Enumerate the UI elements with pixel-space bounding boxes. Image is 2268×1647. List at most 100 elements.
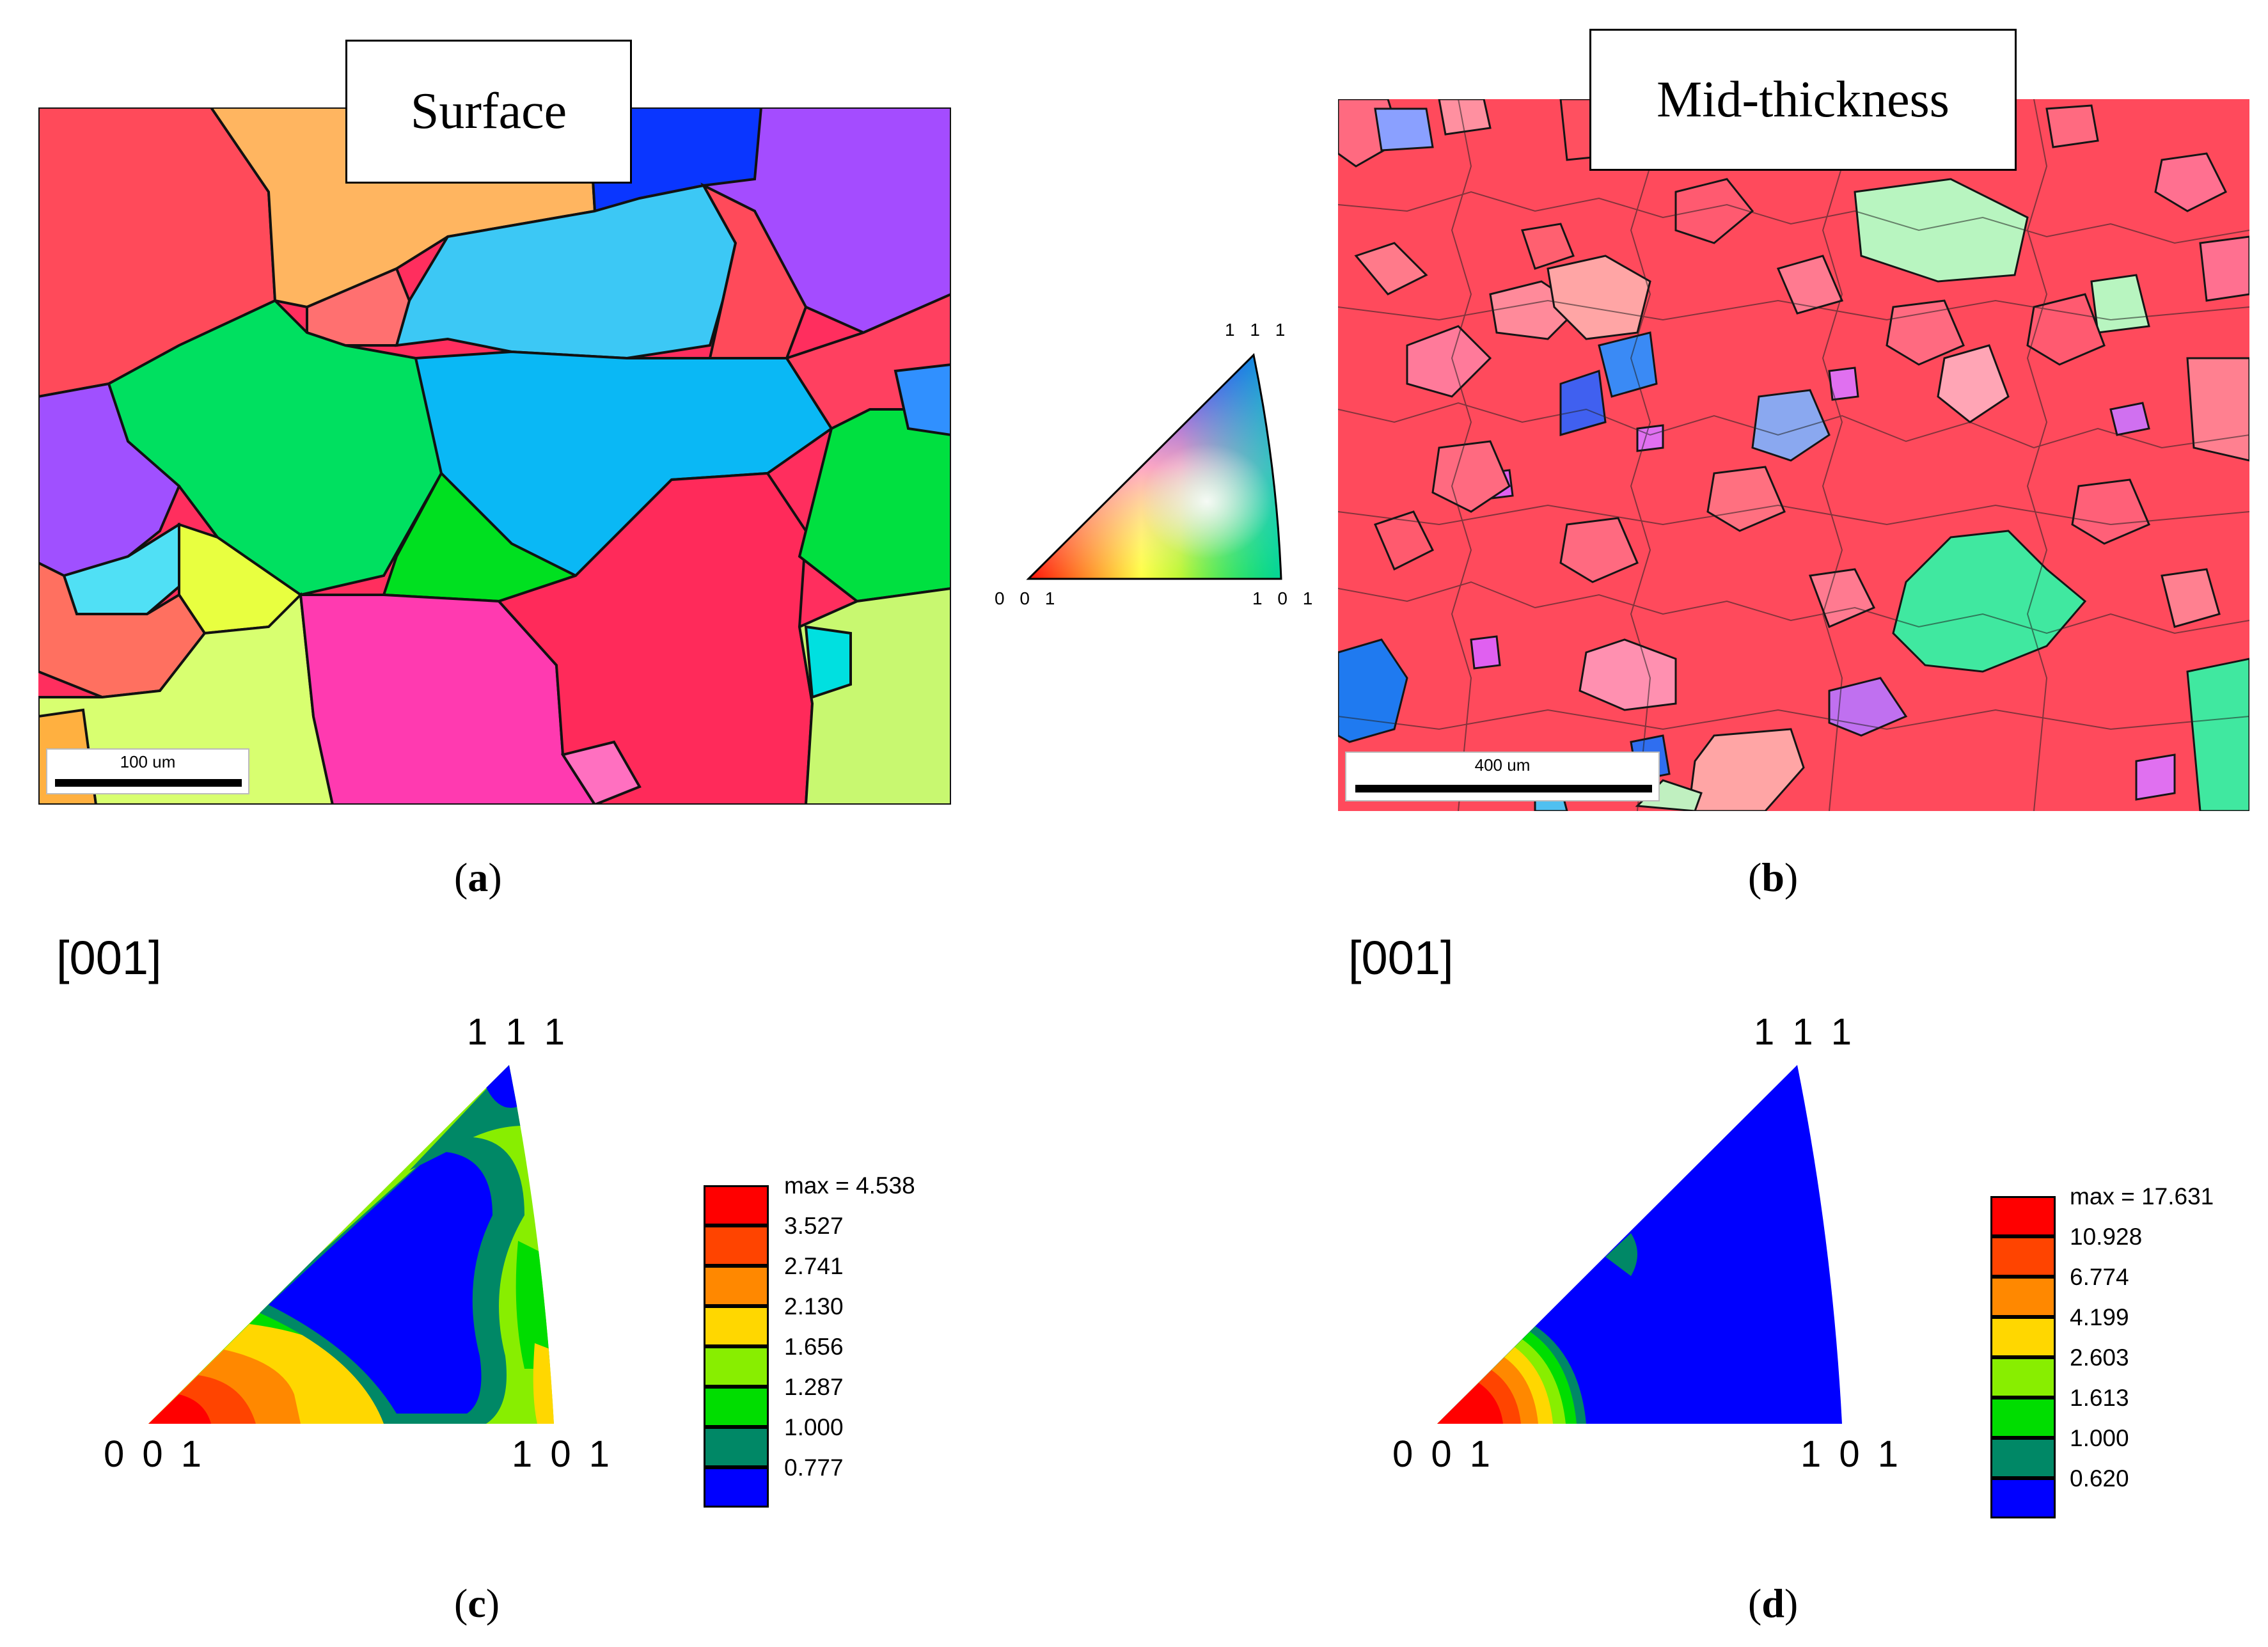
legend-swatch bbox=[704, 1387, 769, 1427]
surface-orientation-map bbox=[38, 107, 951, 805]
grain bbox=[1579, 638, 1677, 711]
grain bbox=[2026, 293, 2106, 366]
grain bbox=[1776, 255, 1844, 315]
ipf-d-label-111: 1 1 1 bbox=[1754, 1011, 1855, 1053]
legend-value: 3.527 bbox=[784, 1213, 844, 1239]
grain bbox=[1431, 440, 1511, 513]
grain bbox=[1751, 389, 1831, 462]
panel-label-a: (a) bbox=[454, 855, 502, 900]
legend-swatch bbox=[704, 1306, 769, 1346]
grain bbox=[1706, 466, 1786, 532]
grain bbox=[1674, 178, 1754, 244]
ipf-contour-c bbox=[148, 1065, 554, 1424]
grain bbox=[1406, 325, 1492, 398]
legend-value: 6.774 bbox=[2070, 1264, 2129, 1290]
grain bbox=[1374, 107, 1434, 152]
legend-swatch bbox=[1990, 1196, 2056, 1236]
grain bbox=[1687, 728, 1805, 811]
surface-title-box: Surface bbox=[345, 40, 632, 184]
grain bbox=[2045, 104, 2099, 148]
grain bbox=[2199, 235, 2249, 302]
direction-label-c: [001] bbox=[56, 931, 162, 984]
ipf-c-label-111: 1 1 1 bbox=[467, 1011, 569, 1053]
ipf-d-label-001: 0 0 1 bbox=[1392, 1433, 1494, 1475]
legend-value: 2.741 bbox=[784, 1253, 844, 1279]
legend-value: 0.620 bbox=[2070, 1465, 2129, 1492]
grain bbox=[1892, 530, 2087, 673]
grain bbox=[1521, 223, 1575, 270]
legend-swatch bbox=[704, 1467, 769, 1508]
legend-swatch bbox=[1990, 1357, 2056, 1398]
grain bbox=[1808, 568, 1876, 628]
legend-swatch bbox=[1990, 1236, 2056, 1277]
grain bbox=[2161, 568, 2221, 628]
legend-value: 10.928 bbox=[2070, 1224, 2143, 1250]
grain bbox=[1937, 344, 2010, 423]
legend-value: max = 4.538 bbox=[784, 1172, 915, 1199]
grain bbox=[1828, 366, 1859, 401]
key-label-001: 0 0 1 bbox=[995, 588, 1060, 608]
key-label-101: 1 0 1 bbox=[1252, 588, 1318, 608]
scale-bar-a-label: 100 um bbox=[120, 752, 176, 771]
grain bbox=[2109, 402, 2150, 436]
legend-value: 0.777 bbox=[784, 1454, 844, 1481]
legend-swatch bbox=[1990, 1317, 2056, 1357]
scale-bar-b-label: 400 um bbox=[1474, 755, 1531, 775]
grain bbox=[1854, 178, 2029, 283]
grain bbox=[1559, 517, 1639, 583]
scale-bar-b: 400 um bbox=[1345, 752, 1660, 801]
ipf-d-label-101: 1 0 1 bbox=[1800, 1433, 1902, 1475]
mid-thickness-orientation-map bbox=[1338, 99, 2249, 811]
grain bbox=[1373, 510, 1435, 571]
grain bbox=[2186, 658, 2249, 811]
legend-value: 1.656 bbox=[784, 1334, 844, 1360]
surface-title: Surface bbox=[410, 83, 567, 139]
legend-value: 1.613 bbox=[2070, 1385, 2129, 1411]
legend-value: 4.199 bbox=[2070, 1304, 2129, 1330]
key-label-111: 1 1 1 bbox=[1225, 320, 1291, 340]
legend-swatch bbox=[1990, 1478, 2056, 1518]
mid-thickness-title: Mid-thickness bbox=[1657, 71, 1949, 128]
grain bbox=[804, 625, 852, 699]
legend-value: max = 17.631 bbox=[2070, 1183, 2214, 1210]
grain bbox=[1338, 638, 1408, 743]
legend-swatch bbox=[1990, 1277, 2056, 1317]
panel-label-d: (d) bbox=[1748, 1580, 1799, 1626]
legend-value: 2.603 bbox=[2070, 1344, 2129, 1371]
legend-swatch bbox=[704, 1185, 769, 1225]
legend-swatch bbox=[704, 1427, 769, 1467]
grain bbox=[894, 363, 951, 437]
grain bbox=[1470, 635, 1501, 670]
ipf-color-key bbox=[1026, 352, 1282, 580]
grain bbox=[1354, 242, 1428, 296]
grain bbox=[2186, 357, 2249, 462]
panel-label-b: (b) bbox=[1748, 855, 1799, 900]
mid-thickness-title-box: Mid-thickness bbox=[1589, 29, 2017, 171]
legend-swatch bbox=[1990, 1398, 2056, 1438]
grain bbox=[798, 587, 951, 805]
grain bbox=[560, 740, 642, 805]
direction-label-d: [001] bbox=[1348, 931, 1454, 984]
grain bbox=[1438, 99, 1492, 136]
ipf-contour-d bbox=[1437, 1065, 1842, 1424]
grain bbox=[2135, 753, 2176, 801]
legend-swatch bbox=[1990, 1438, 2056, 1478]
scale-bar-a: 100 um bbox=[46, 748, 249, 794]
legend-swatch bbox=[704, 1266, 769, 1306]
grain bbox=[1547, 255, 1651, 340]
grain bbox=[2154, 152, 2228, 212]
grain bbox=[1559, 369, 1607, 436]
legend-value: 1.000 bbox=[2070, 1425, 2129, 1451]
grain bbox=[1828, 677, 1908, 737]
legend-swatch bbox=[704, 1225, 769, 1266]
legend-value: 1.000 bbox=[784, 1414, 844, 1440]
grain bbox=[38, 561, 207, 699]
legend-swatch bbox=[704, 1346, 769, 1387]
grain bbox=[1598, 331, 1658, 398]
legend-value: 1.287 bbox=[784, 1374, 844, 1400]
legend-value: 2.130 bbox=[784, 1293, 844, 1320]
ipf-c-label-001: 0 0 1 bbox=[104, 1433, 205, 1475]
panel-label-c: (c) bbox=[454, 1580, 500, 1626]
grain bbox=[1636, 424, 1664, 452]
